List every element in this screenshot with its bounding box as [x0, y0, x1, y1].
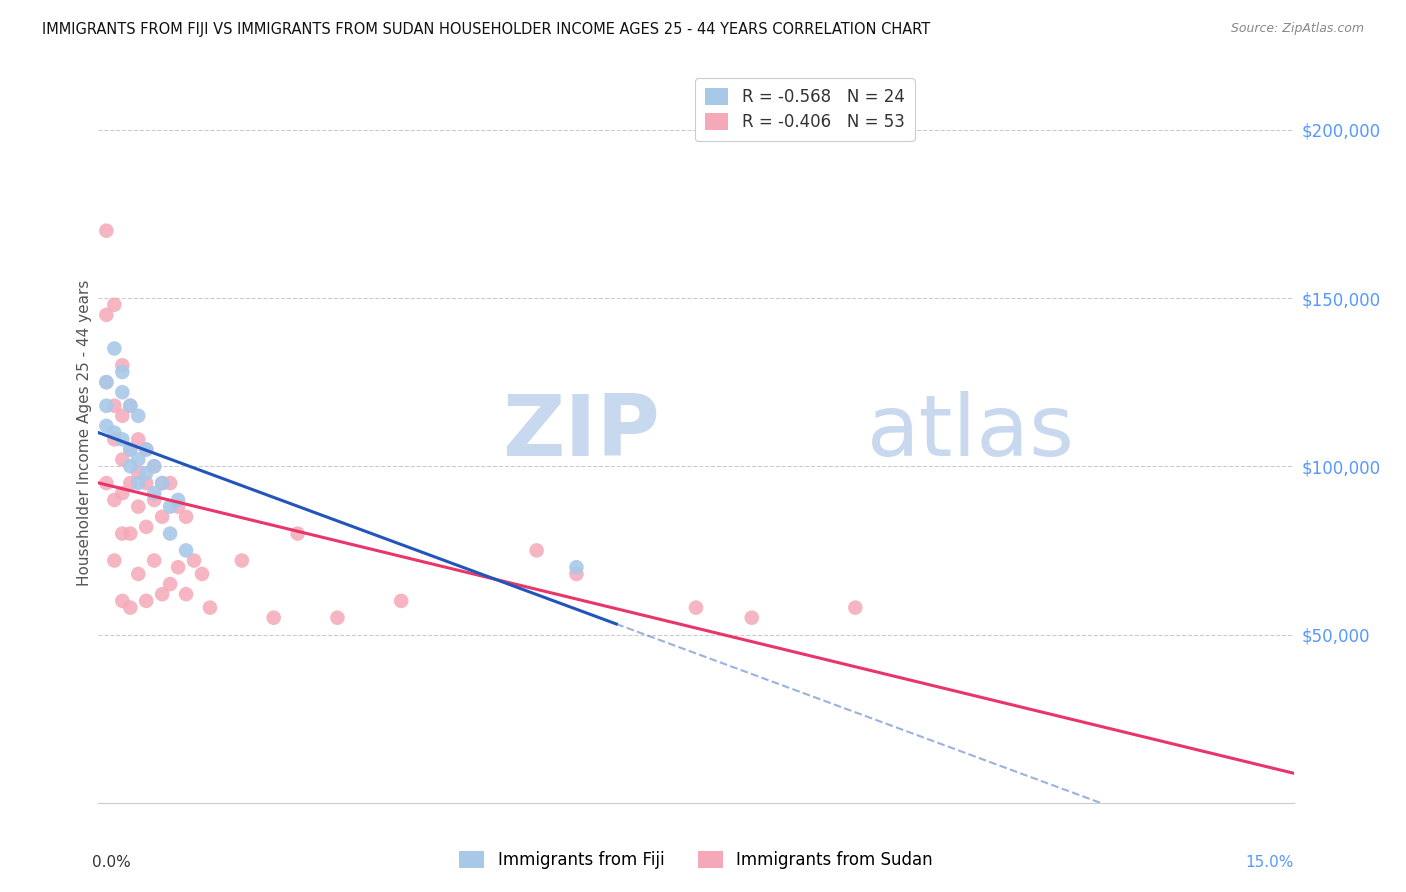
Point [103, 298, 125, 312]
Legend: Immigrants from Fiji, Immigrants from Sudan: Immigrants from Fiji, Immigrants from Su… [453, 845, 939, 876]
Point [198, 600, 221, 615]
Point [150, 509, 173, 524]
Point [135, 442, 157, 457]
Point [103, 553, 125, 567]
Point [111, 359, 134, 373]
Point [111, 594, 134, 608]
Point [111, 486, 134, 500]
Point [844, 600, 866, 615]
Point [159, 500, 181, 514]
Point [143, 459, 166, 474]
Point [127, 566, 149, 581]
Point [120, 600, 142, 615]
Point [111, 526, 134, 541]
Point [150, 476, 173, 491]
Point [127, 452, 149, 467]
Point [103, 399, 125, 413]
Point [103, 433, 125, 447]
Point [167, 560, 190, 574]
Point [96, 399, 118, 413]
Point [526, 543, 548, 558]
Point [174, 587, 197, 601]
Point [111, 433, 134, 447]
Text: IMMIGRANTS FROM FIJI VS IMMIGRANTS FROM SUDAN HOUSEHOLDER INCOME AGES 25 - 44 YE: IMMIGRANTS FROM FIJI VS IMMIGRANTS FROM … [42, 22, 931, 37]
Point [96, 224, 118, 238]
Point [183, 553, 205, 567]
Point [174, 543, 197, 558]
Point [135, 594, 157, 608]
Point [111, 385, 134, 400]
Point [143, 492, 166, 507]
Point [127, 409, 149, 423]
Point [150, 587, 173, 601]
Point [143, 486, 166, 500]
Point [127, 476, 149, 491]
Point [287, 526, 309, 541]
Point [143, 459, 166, 474]
Point [143, 553, 166, 567]
Point [741, 610, 763, 624]
Point [120, 399, 142, 413]
Point [565, 560, 588, 574]
Point [150, 476, 173, 491]
Point [127, 433, 149, 447]
Point [135, 476, 157, 491]
Point [159, 526, 181, 541]
Point [174, 509, 197, 524]
Point [326, 610, 349, 624]
Point [96, 418, 118, 433]
Point [159, 476, 181, 491]
Point [167, 500, 190, 514]
Point [159, 577, 181, 591]
Point [103, 492, 125, 507]
Point [103, 342, 125, 356]
Point [120, 526, 142, 541]
Point [231, 553, 253, 567]
Point [96, 308, 118, 322]
Text: 0.0%: 0.0% [93, 855, 131, 870]
Point [127, 466, 149, 480]
Point [389, 594, 412, 608]
Point [135, 466, 157, 480]
Point [103, 425, 125, 440]
Point [96, 375, 118, 389]
Point [167, 492, 190, 507]
Text: 15.0%: 15.0% [1246, 855, 1294, 870]
Text: Source: ZipAtlas.com: Source: ZipAtlas.com [1230, 22, 1364, 36]
Point [120, 442, 142, 457]
Point [120, 459, 142, 474]
Point [191, 566, 214, 581]
Point [263, 610, 285, 624]
Point [685, 600, 707, 615]
Point [120, 476, 142, 491]
Point [120, 399, 142, 413]
Point [96, 375, 118, 389]
Point [111, 365, 134, 379]
Text: atlas: atlas [868, 391, 1074, 475]
Point [111, 452, 134, 467]
Text: ZIP: ZIP [502, 391, 661, 475]
Point [96, 476, 118, 491]
Point [111, 409, 134, 423]
Point [127, 500, 149, 514]
Y-axis label: Householder Income Ages 25 - 44 years: Householder Income Ages 25 - 44 years [77, 279, 91, 586]
Point [120, 442, 142, 457]
Point [135, 520, 157, 534]
Point [565, 566, 588, 581]
Point [135, 442, 157, 457]
